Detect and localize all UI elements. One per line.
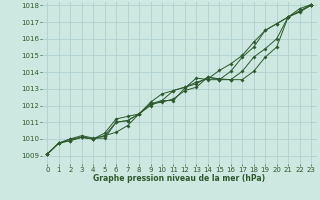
X-axis label: Graphe pression niveau de la mer (hPa): Graphe pression niveau de la mer (hPa) — [93, 174, 265, 183]
